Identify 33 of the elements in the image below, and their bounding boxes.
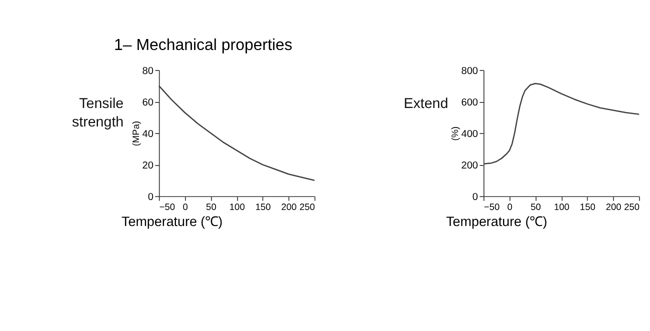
text: Tensile strength xyxy=(72,96,124,130)
x-tick-label: 100 xyxy=(229,202,245,212)
x-tick-label: 250 xyxy=(624,202,640,212)
x-axis-title: Temperature (℃) xyxy=(446,214,548,230)
x-tick-label: 150 xyxy=(580,202,596,212)
x-tick-label: 0 xyxy=(182,202,188,212)
y-axis-title: (%) xyxy=(450,126,460,141)
x-tick-label: −50 xyxy=(484,202,500,212)
x-tick-label: 150 xyxy=(255,202,271,212)
y-tick-label: 80 xyxy=(142,66,154,77)
x-axis-title: Temperature (℃) xyxy=(122,214,223,230)
y-tick-label: 20 xyxy=(142,160,154,172)
chart-title: 1– Mechanical properties xyxy=(114,36,292,54)
x-tick-label: 50 xyxy=(530,202,541,212)
x-tick-label: −50 xyxy=(159,202,176,212)
x-tick-label: 200 xyxy=(281,202,297,212)
y-axis-title: (MPa) xyxy=(130,120,141,146)
y-tick-label: 40 xyxy=(142,128,154,140)
y-tick-label: 600 xyxy=(461,97,478,108)
line-series xyxy=(482,82,640,164)
x-tick-label: 50 xyxy=(206,202,216,212)
x-tick-label: 100 xyxy=(554,202,570,212)
y-tick-label: 60 xyxy=(142,97,154,108)
y-tick-label: 400 xyxy=(461,128,478,140)
y-tick-label: 0 xyxy=(148,192,154,203)
text: Extend xyxy=(404,96,448,112)
y-tick-label: 200 xyxy=(461,160,478,172)
y-tick-label: 0 xyxy=(472,192,478,203)
x-tick-label: 0 xyxy=(507,202,512,212)
x-tick-label: 200 xyxy=(606,202,622,212)
y-tick-label: 800 xyxy=(461,66,478,77)
line-series xyxy=(158,85,316,182)
x-tick-label: 250 xyxy=(299,202,315,212)
